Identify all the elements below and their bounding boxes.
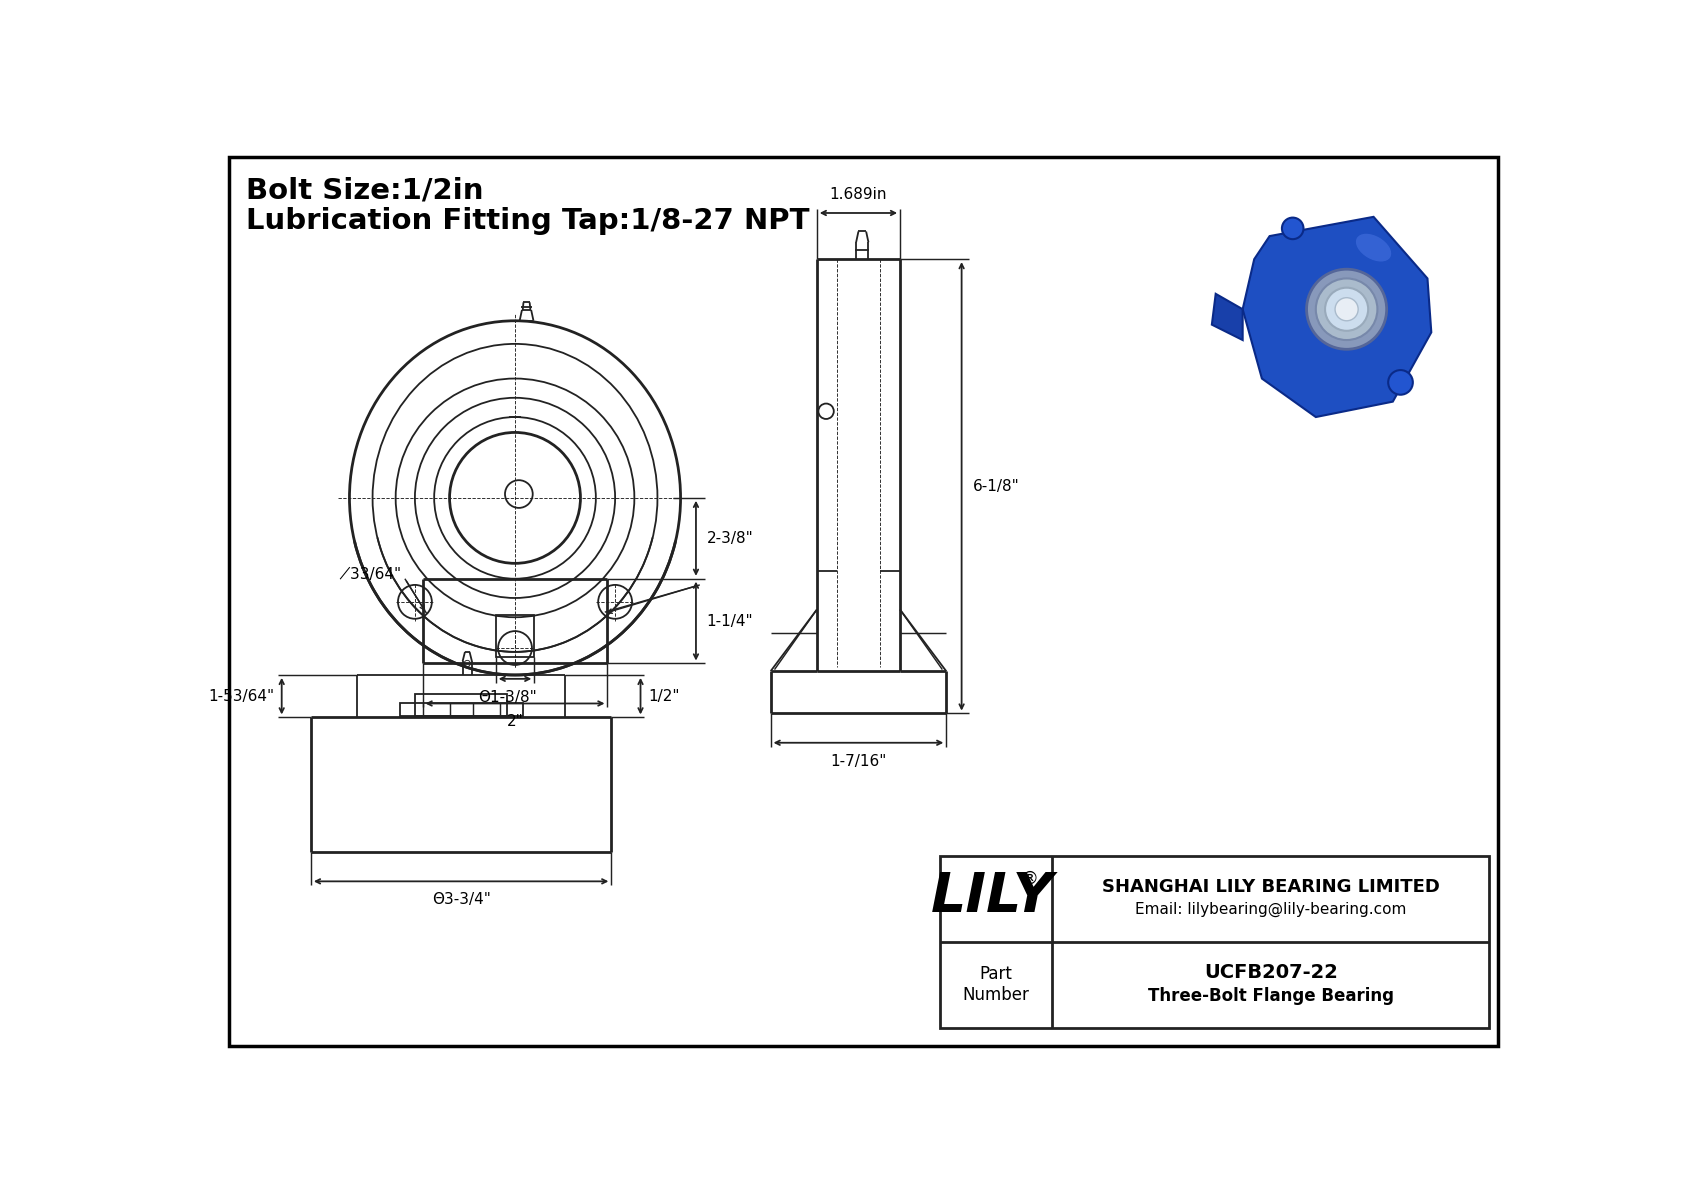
Bar bbox=[414, 694, 507, 716]
Text: 1.689in: 1.689in bbox=[830, 187, 887, 202]
Text: Part
Number: Part Number bbox=[963, 966, 1029, 1004]
Text: Θ3-3/4": Θ3-3/4" bbox=[431, 892, 490, 908]
Text: Email: lilybearing@lily-bearing.com: Email: lilybearing@lily-bearing.com bbox=[1135, 902, 1406, 917]
Circle shape bbox=[1335, 298, 1359, 320]
Text: 1-1/4": 1-1/4" bbox=[707, 613, 753, 629]
Circle shape bbox=[1315, 279, 1378, 341]
Text: 2-3/8": 2-3/8" bbox=[707, 531, 753, 545]
Text: UCFB207-22: UCFB207-22 bbox=[1204, 962, 1337, 981]
Bar bbox=[495, 615, 534, 657]
Text: ̸33/64": ̸33/64" bbox=[350, 567, 402, 582]
Text: SHANGHAI LILY BEARING LIMITED: SHANGHAI LILY BEARING LIMITED bbox=[1101, 878, 1440, 896]
Text: 1/2": 1/2" bbox=[648, 688, 680, 704]
Text: 2": 2" bbox=[507, 715, 524, 729]
Text: Bolt Size:1/2in: Bolt Size:1/2in bbox=[246, 176, 483, 204]
Ellipse shape bbox=[1356, 233, 1391, 262]
Text: Lubrication Fitting Tap:1/8-27 NPT: Lubrication Fitting Tap:1/8-27 NPT bbox=[246, 207, 808, 235]
Text: ®: ® bbox=[1021, 869, 1039, 887]
Circle shape bbox=[1282, 218, 1303, 239]
Text: 6-1/8": 6-1/8" bbox=[972, 479, 1019, 494]
Bar bbox=[399, 704, 522, 716]
Circle shape bbox=[1325, 288, 1367, 331]
Text: 1-53/64": 1-53/64" bbox=[207, 688, 274, 704]
Polygon shape bbox=[1212, 294, 1243, 341]
Text: Θ1-3/8": Θ1-3/8" bbox=[478, 690, 537, 705]
Text: LILY: LILY bbox=[931, 869, 1054, 923]
Circle shape bbox=[1388, 370, 1413, 394]
Bar bbox=[940, 856, 1489, 1028]
Text: Three-Bolt Flange Bearing: Three-Bolt Flange Bearing bbox=[1148, 986, 1394, 1004]
Polygon shape bbox=[1243, 217, 1431, 417]
Text: 1-7/16": 1-7/16" bbox=[830, 754, 886, 768]
Circle shape bbox=[1307, 269, 1386, 349]
